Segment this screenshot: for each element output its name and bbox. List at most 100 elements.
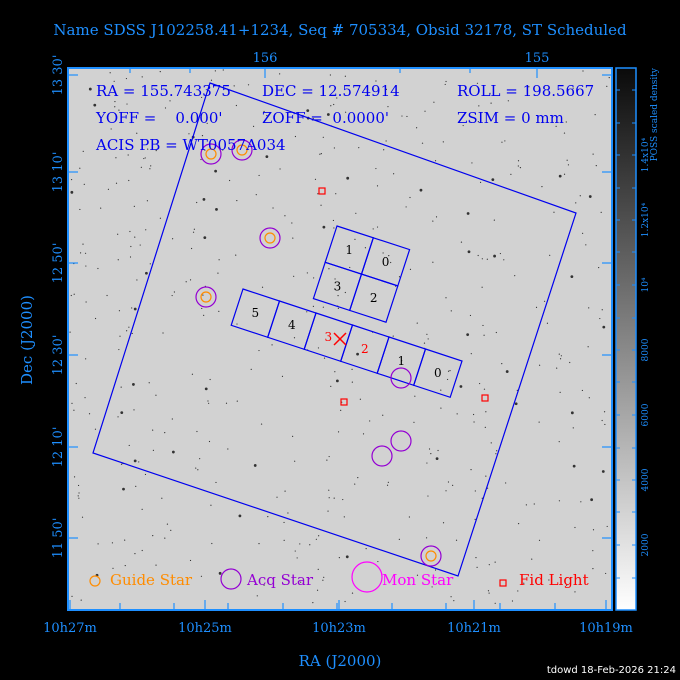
star-dot: [281, 375, 284, 378]
star-dot: [132, 383, 135, 386]
star-dot: [382, 414, 384, 416]
star-dot: [354, 483, 356, 485]
star-dot: [592, 550, 594, 552]
star-dot: [447, 481, 450, 483]
chip-label: 3: [334, 279, 342, 293]
star-dot: [601, 419, 603, 422]
star-dot: [73, 293, 75, 295]
star-dot: [416, 574, 419, 576]
star-dot: [291, 222, 293, 224]
star-dot: [117, 233, 119, 235]
star-dot: [227, 448, 229, 450]
star-dot: [426, 462, 428, 464]
star-dot: [560, 355, 562, 357]
star-dot: [505, 482, 507, 484]
star-dot: [199, 458, 201, 460]
star-dot: [149, 168, 151, 170]
star-dot: [210, 79, 213, 81]
star-dot: [85, 301, 87, 303]
star-dot: [387, 106, 389, 108]
star-dot: [525, 504, 527, 506]
fid-legend-icon: [499, 579, 507, 587]
star-dot: [425, 537, 428, 539]
star-dot: [405, 206, 407, 208]
star-dot: [260, 423, 263, 425]
star-dot: [161, 497, 163, 499]
star-dot: [171, 418, 173, 420]
star-dot: [306, 272, 308, 274]
star-dot: [279, 73, 281, 75]
star-dot: [440, 389, 442, 391]
star-dot: [316, 589, 319, 591]
star-dot: [376, 226, 379, 228]
legend: Guide Star Acq Star Mon Star Fid Light: [89, 561, 589, 593]
star-dot: [94, 317, 97, 320]
star-dot: [356, 352, 359, 356]
star-dot: [416, 322, 418, 324]
star-dot: [210, 504, 212, 506]
legend-fid: Fid Light: [519, 571, 589, 589]
star-dot: [88, 413, 91, 415]
star-dot: [204, 387, 208, 391]
star-dot: [141, 508, 143, 510]
star-dot: [117, 416, 119, 418]
star-dot: [250, 368, 252, 370]
star-dot: [351, 368, 353, 370]
star-dot: [442, 522, 445, 524]
star-dot: [201, 307, 203, 310]
star-dot: [474, 490, 476, 492]
left-tick-label: 11 50': [51, 518, 66, 559]
star-dot: [558, 500, 561, 502]
star-dot: [501, 141, 503, 143]
colorbar-label: POSS scaled density: [650, 67, 660, 161]
star-dot: [189, 559, 192, 562]
star-dot: [387, 481, 389, 483]
star-dot: [317, 193, 319, 195]
star-dot: [118, 310, 121, 312]
star-dot: [445, 490, 447, 492]
star-dot: [100, 207, 102, 209]
star-dot: [546, 322, 549, 324]
bottom-tick-label: 10h25m: [178, 621, 232, 636]
star-dot: [489, 92, 491, 94]
star-dot: [115, 157, 117, 159]
star-dot: [85, 265, 87, 267]
star-dot: [481, 497, 483, 499]
star-dot: [346, 176, 350, 180]
star-dot: [430, 453, 432, 455]
star-dot: [126, 330, 128, 332]
star-dot: [131, 307, 133, 309]
star-dot: [131, 332, 133, 335]
star-dot: [369, 420, 371, 422]
star-dot: [335, 379, 339, 383]
star-dot: [479, 382, 481, 385]
axis-ticks: [68, 68, 612, 610]
star-dot: [200, 575, 203, 577]
star-dot: [427, 495, 429, 497]
star-dot: [236, 400, 238, 402]
star-dot: [481, 258, 483, 260]
star-dot: [117, 259, 119, 261]
star-dot: [138, 461, 140, 463]
star-dot: [149, 263, 151, 265]
star-dot: [128, 444, 130, 447]
star-dot: [444, 83, 446, 86]
star-dot: [488, 592, 490, 594]
star-dot: [112, 567, 114, 569]
star-dot: [442, 141, 444, 143]
star-dot: [261, 286, 264, 288]
star-dot: [592, 529, 595, 531]
star-dot: [287, 512, 289, 514]
star-dot: [594, 114, 596, 116]
star-dot: [97, 267, 99, 270]
star-dot: [485, 475, 487, 477]
star-dot: [572, 87, 574, 89]
star-dot: [320, 204, 322, 206]
star-dot: [483, 388, 486, 390]
star-dot: [283, 521, 285, 524]
star-dot: [73, 409, 75, 411]
star-dot: [570, 411, 574, 415]
star-dot: [579, 195, 581, 197]
star-dot: [171, 294, 173, 297]
star-dot: [201, 96, 203, 99]
